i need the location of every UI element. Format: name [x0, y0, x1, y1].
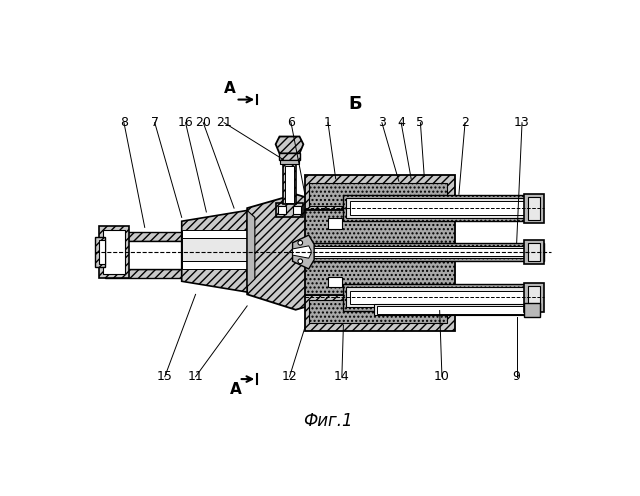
Bar: [293, 206, 301, 213]
Bar: [528, 286, 540, 309]
Bar: [346, 288, 533, 308]
Text: 6: 6: [287, 116, 295, 129]
Bar: [105, 241, 239, 269]
Bar: [182, 261, 250, 269]
Bar: [524, 303, 540, 317]
Bar: [440, 291, 455, 308]
Bar: [103, 231, 125, 274]
Bar: [328, 218, 342, 229]
Bar: [528, 196, 540, 220]
Bar: [182, 231, 250, 238]
Bar: [305, 175, 455, 210]
Text: 21: 21: [216, 116, 232, 129]
Bar: [305, 295, 455, 330]
Bar: [440, 198, 455, 215]
Text: А: А: [223, 81, 236, 96]
Text: 9: 9: [513, 370, 520, 383]
Text: 12: 12: [282, 370, 298, 383]
Bar: [349, 201, 530, 215]
Text: 16: 16: [178, 116, 193, 129]
Text: Фиг.1: Фиг.1: [303, 412, 353, 431]
Polygon shape: [292, 246, 311, 258]
Bar: [305, 243, 543, 261]
Bar: [279, 153, 300, 160]
Bar: [105, 269, 239, 278]
Bar: [344, 284, 536, 310]
Bar: [283, 164, 296, 204]
Bar: [280, 160, 299, 164]
Bar: [99, 241, 105, 263]
Bar: [524, 193, 543, 223]
Bar: [524, 283, 543, 312]
Text: 7: 7: [151, 116, 159, 129]
Bar: [346, 198, 533, 218]
Bar: [528, 243, 540, 261]
Circle shape: [298, 259, 303, 263]
Bar: [285, 166, 294, 203]
Bar: [305, 210, 455, 295]
Bar: [105, 232, 239, 241]
Text: 11: 11: [188, 370, 204, 383]
Text: 13: 13: [514, 116, 530, 129]
Text: 1: 1: [324, 116, 332, 129]
Bar: [308, 300, 447, 323]
Text: 5: 5: [417, 116, 424, 129]
Polygon shape: [182, 210, 255, 292]
Bar: [308, 246, 540, 258]
Text: 20: 20: [195, 116, 211, 129]
Bar: [374, 305, 540, 315]
Bar: [378, 306, 537, 313]
Text: 3: 3: [378, 116, 386, 129]
Polygon shape: [276, 136, 303, 153]
Bar: [344, 195, 536, 221]
Text: 8: 8: [120, 116, 128, 129]
Text: А: А: [230, 381, 241, 397]
Bar: [276, 203, 303, 217]
Bar: [99, 226, 129, 278]
Text: 15: 15: [157, 370, 173, 383]
Bar: [105, 241, 239, 269]
Polygon shape: [292, 235, 314, 269]
Text: 14: 14: [334, 370, 349, 383]
Bar: [349, 291, 530, 305]
Bar: [182, 238, 250, 261]
Text: 4: 4: [397, 116, 405, 129]
Circle shape: [298, 241, 303, 245]
Bar: [328, 277, 342, 288]
Text: 2: 2: [461, 116, 469, 129]
Bar: [524, 240, 543, 264]
Bar: [308, 183, 447, 206]
Bar: [278, 206, 285, 213]
Text: Б: Б: [348, 95, 362, 113]
Polygon shape: [247, 194, 308, 310]
Polygon shape: [247, 210, 255, 287]
Bar: [312, 248, 540, 256]
Bar: [95, 237, 105, 267]
Text: 10: 10: [434, 370, 450, 383]
